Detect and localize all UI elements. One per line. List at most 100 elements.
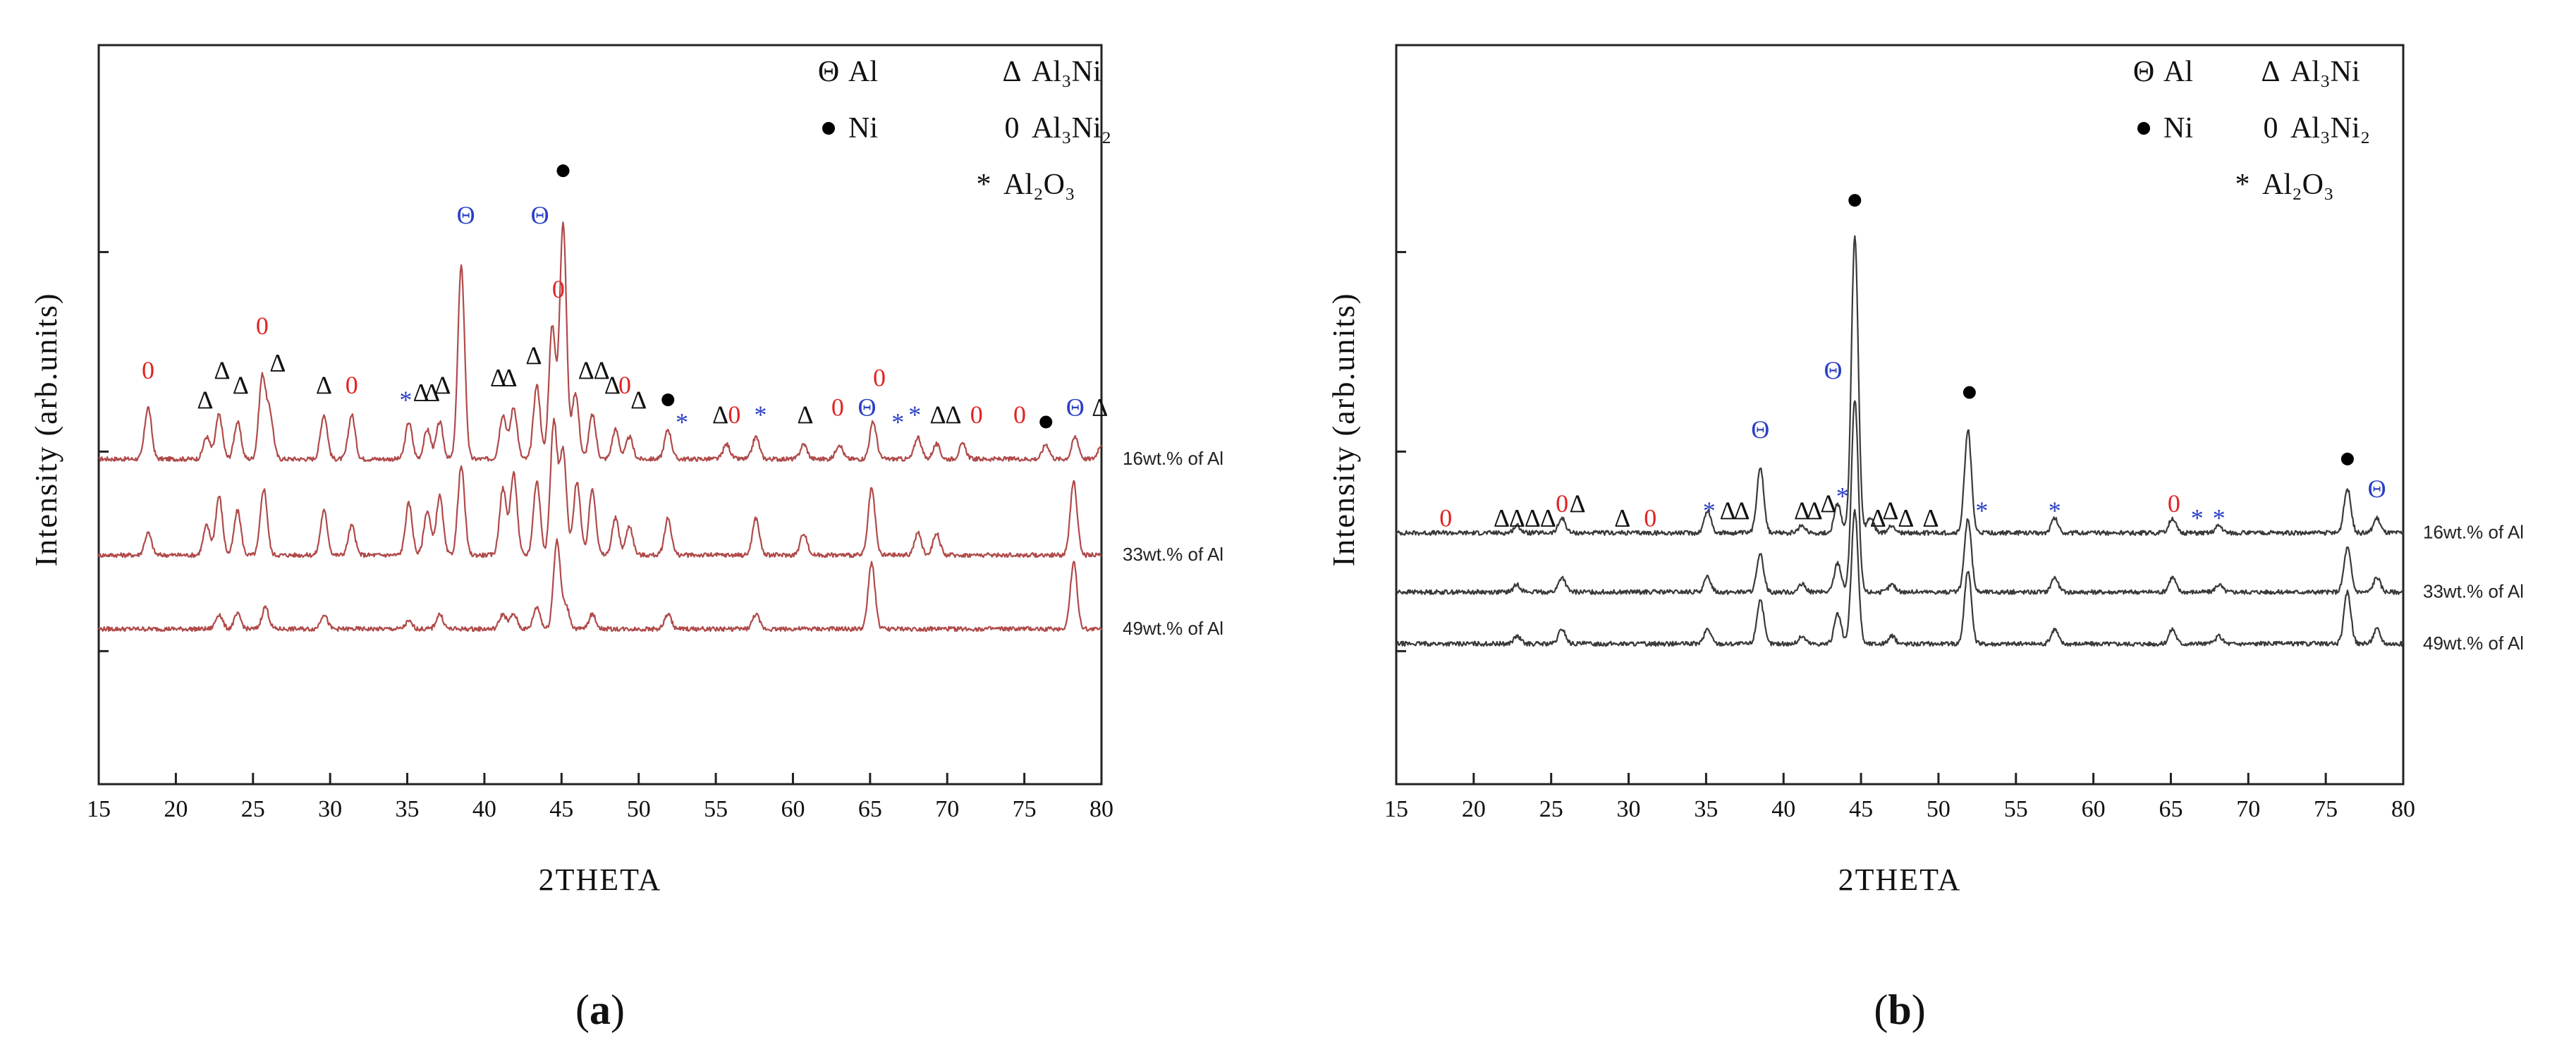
legend-label: Al₃Ni₂ <box>1032 112 1111 145</box>
phase-marker: Θ <box>457 201 475 229</box>
caption-close: ) <box>611 987 625 1033</box>
phase-marker: Δ <box>945 401 961 429</box>
x-tick-label: 35 <box>1694 796 1718 822</box>
phase-marker: Δ <box>1494 504 1510 532</box>
phase-marker: Δ <box>434 371 451 399</box>
legend-label: Ni <box>2163 112 2193 145</box>
legend-symbol: * <box>977 169 991 201</box>
x-tick-label: 55 <box>704 796 728 822</box>
x-tick-label: 60 <box>2082 796 2106 822</box>
phase-marker: Θ <box>1751 415 1769 444</box>
legend-label: Al₃Ni <box>2290 56 2360 88</box>
phase-marker: Δ <box>1807 496 1823 525</box>
panel-caption: (a) <box>575 987 625 1033</box>
phase-marker: 0 <box>1556 489 1568 518</box>
phase-marker: * <box>2049 496 2061 525</box>
phase-marker: Δ <box>197 386 213 414</box>
phase-marker: 0 <box>346 371 358 399</box>
phase-marker: 0 <box>142 356 154 384</box>
phase-marker: * <box>2213 504 2226 532</box>
series-label: 16wt.% of Al <box>2423 522 2524 543</box>
x-axis-title: 2THETA <box>539 862 662 897</box>
phase-marker: Δ <box>1614 504 1630 532</box>
x-tick-label: 60 <box>781 796 805 822</box>
x-tick-label: 50 <box>1927 796 1951 822</box>
series-line-3 <box>1396 508 2404 647</box>
phase-marker: Δ <box>797 401 813 429</box>
caption-open: ( <box>575 987 590 1033</box>
legend-ni-symbol <box>822 122 835 135</box>
plot-frame <box>1395 44 2405 786</box>
x-tick-label: 80 <box>1089 796 1113 822</box>
x-tick-label: 35 <box>396 796 420 822</box>
ni-marker <box>1039 415 1053 429</box>
x-tick-label: 30 <box>318 796 342 822</box>
ni-marker <box>1848 194 1862 207</box>
y-axis-title: Intensity (arb.units) <box>29 292 63 566</box>
legend-symbol: 0 <box>2264 112 2278 145</box>
phase-marker: * <box>891 408 904 436</box>
phase-marker: Δ <box>1898 504 1914 532</box>
plot-frame <box>97 44 1103 786</box>
x-tick-label: 80 <box>2391 796 2415 822</box>
x-tick-label: 45 <box>1849 796 1873 822</box>
phase-marker: Δ <box>501 364 517 392</box>
series-line-1 <box>98 221 1102 463</box>
phase-marker: 0 <box>1439 504 1452 532</box>
phase-marker: Δ <box>1820 489 1836 518</box>
phase-marker: Δ <box>525 341 542 370</box>
phase-marker: Δ <box>1092 393 1108 422</box>
series-line-2 <box>97 417 1102 559</box>
phase-marker: Δ <box>1870 504 1886 532</box>
phase-marker: * <box>1836 482 1849 510</box>
phase-marker: Δ <box>604 371 621 399</box>
legend-ni-symbol <box>2137 122 2150 135</box>
legend-symbol: * <box>2235 169 2250 201</box>
legend-symbol: Δ <box>2261 56 2280 88</box>
phase-marker: * <box>2191 504 2204 532</box>
phase-marker: * <box>1975 496 1988 525</box>
phase-marker: * <box>755 401 767 429</box>
x-tick-label: 15 <box>1384 796 1408 822</box>
phase-marker: Δ <box>490 364 506 392</box>
legend-label: Al₃Ni₂ <box>2290 112 2370 145</box>
phase-marker: 0 <box>2168 489 2180 518</box>
x-tick-label: 65 <box>858 796 882 822</box>
x-tick-label: 20 <box>1462 796 1486 822</box>
x-tick-label: 25 <box>241 796 265 822</box>
x-tick-label: 45 <box>549 796 573 822</box>
x-axis-title: 2THETA <box>1838 862 1962 897</box>
phase-marker: Δ <box>1794 496 1810 525</box>
legend-label: Al <box>848 56 878 88</box>
phase-marker: 0 <box>1013 401 1026 429</box>
series-line-3 <box>98 538 1103 633</box>
x-tick-label: 20 <box>164 796 188 822</box>
phase-marker: 0 <box>728 401 740 429</box>
phase-marker: Δ <box>214 356 230 384</box>
phase-marker: Δ <box>1509 504 1525 532</box>
x-tick-label: 50 <box>627 796 651 822</box>
series-label: 49wt.% of Al <box>2423 633 2524 654</box>
legend-label: Al₃Ni <box>1032 56 1101 88</box>
phase-marker: Δ <box>269 349 286 377</box>
phase-marker: Δ <box>930 401 946 429</box>
legend-label: Al₂O₃ <box>1003 169 1075 201</box>
x-tick-label: 25 <box>1539 796 1563 822</box>
x-tick-label: 15 <box>87 796 111 822</box>
caption-open: ( <box>1874 987 1888 1033</box>
phase-marker: 0 <box>1644 504 1656 532</box>
x-tick-label: 55 <box>2004 796 2028 822</box>
phase-marker: Δ <box>316 371 332 399</box>
phase-marker: Δ <box>233 371 249 399</box>
phase-marker: * <box>1703 496 1716 525</box>
legend-label: Ni <box>848 112 878 145</box>
legend-symbol: Θ <box>818 56 839 88</box>
series-label: 16wt.% of Al <box>1123 448 1223 469</box>
x-tick-label: 40 <box>472 796 496 822</box>
ni-marker <box>2340 452 2354 465</box>
x-tick-label: 75 <box>2314 796 2338 822</box>
x-tick-label: 70 <box>935 796 959 822</box>
phase-marker: Θ <box>531 201 549 229</box>
y-axis-title: Intensity (arb.units) <box>1326 292 1361 566</box>
